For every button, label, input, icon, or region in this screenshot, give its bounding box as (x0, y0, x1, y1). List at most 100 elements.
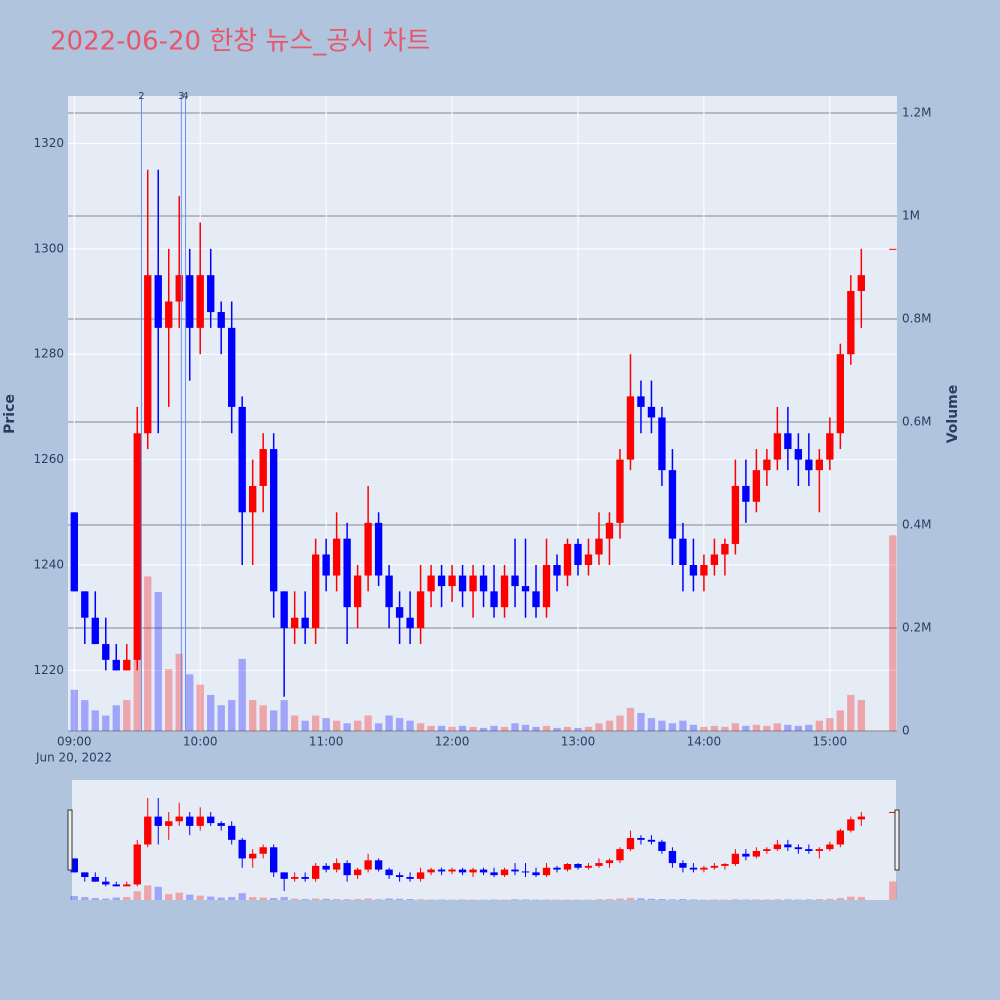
volume-bar (228, 897, 236, 900)
volume-bar (70, 896, 78, 900)
annotation-label: 2 (138, 91, 144, 102)
volume-bar (689, 724, 698, 731)
range-handle[interactable] (67, 809, 73, 871)
candle-body (311, 865, 320, 879)
volume-bar (406, 899, 414, 900)
volume-bar (490, 725, 498, 731)
candle-body (364, 522, 372, 576)
y2-tick-label: 0.6M (902, 414, 931, 428)
volume-bar (343, 723, 351, 731)
candle-body (437, 575, 446, 587)
candle-body (280, 872, 288, 879)
volume-bar (605, 720, 614, 731)
volume-bar (805, 899, 813, 900)
candle-body (857, 816, 865, 820)
volume-bar (616, 715, 624, 731)
candle-body (805, 849, 813, 851)
range-handle[interactable] (894, 809, 900, 871)
volume-bar (112, 897, 120, 900)
candle-body (332, 863, 341, 870)
volume-bar (784, 724, 792, 731)
volume-bar (647, 898, 656, 900)
volume-bar (857, 897, 865, 900)
candle-body (857, 275, 865, 291)
volume-bar (721, 726, 729, 731)
candle-body (406, 617, 414, 629)
range-slider[interactable] (72, 780, 896, 900)
volume-bar (710, 725, 719, 731)
volume-bar (826, 898, 834, 900)
volume-bar (311, 715, 320, 731)
volume-bar (70, 689, 78, 731)
volume-bar (773, 899, 782, 900)
candle-body (710, 554, 719, 566)
candle-body (91, 617, 99, 645)
candle-body (595, 538, 603, 555)
x-tick-label: 12:00 (435, 735, 470, 749)
volume-bar (133, 891, 141, 900)
candle-body (469, 869, 477, 873)
volume-bar (259, 705, 267, 731)
volume-bar (700, 726, 708, 731)
candle-body (385, 575, 393, 608)
volume-bar (889, 535, 897, 731)
volume-bar (102, 715, 110, 731)
volume-bar (217, 897, 225, 900)
volume-bar (196, 684, 204, 731)
candle-body (249, 485, 257, 513)
candle-body (112, 659, 120, 671)
volume-bar (815, 720, 824, 731)
volume-bar (186, 674, 194, 731)
volume-bar (406, 720, 414, 731)
volume-bar (889, 881, 897, 900)
candle-body (437, 869, 446, 872)
candle-body (647, 406, 656, 418)
candle-body (458, 869, 467, 873)
candle-body (542, 867, 551, 876)
candle-body (553, 565, 561, 576)
candle-body (500, 869, 509, 876)
y-tick-label: 1320 (33, 136, 64, 150)
candle-body (385, 869, 393, 876)
candle-body (553, 867, 561, 870)
candle-body (270, 847, 278, 873)
volume-bar (322, 718, 330, 731)
volume-bar (280, 897, 288, 900)
volume-bar (679, 720, 687, 731)
candle-body (81, 872, 89, 878)
volume-bar (511, 723, 519, 731)
volume-bar (301, 720, 309, 731)
volume-bar (658, 720, 666, 731)
candle-body (217, 823, 225, 826)
candle-body (826, 433, 834, 460)
volume-bar (186, 894, 194, 900)
candle-body (343, 538, 351, 608)
candle-body (763, 849, 771, 851)
volume-bar (479, 727, 488, 731)
volume-bar (322, 898, 330, 900)
volume-bar (290, 715, 299, 731)
candle-body (290, 877, 299, 879)
candle-body (752, 850, 761, 857)
volume-bar (752, 724, 761, 731)
candle-body (427, 869, 435, 873)
candle-body (721, 864, 729, 866)
y-tick-label: 1280 (33, 347, 64, 361)
volume-bar (584, 726, 593, 731)
volume-bar (563, 726, 572, 731)
volume-bar (290, 898, 299, 900)
volume-bar (91, 710, 99, 731)
volume-bar (133, 638, 141, 731)
candle-body (532, 591, 540, 608)
candle-body (689, 565, 698, 576)
plot-area (68, 96, 897, 731)
volume-bar (416, 723, 425, 731)
candle-body (742, 853, 750, 857)
volume-bar (301, 899, 309, 900)
volume-bar (144, 576, 152, 731)
volume-bar (217, 705, 225, 731)
candle-body (773, 844, 782, 850)
candle-body (175, 816, 183, 822)
candle-body (301, 617, 309, 629)
volume-bar (270, 710, 278, 731)
